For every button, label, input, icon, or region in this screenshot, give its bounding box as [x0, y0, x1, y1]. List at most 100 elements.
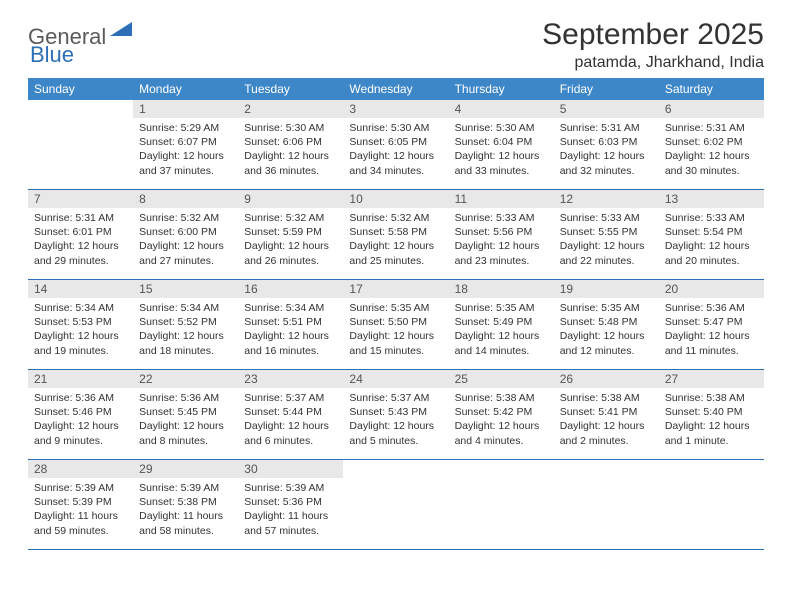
sunrise-line: Sunrise: 5:33 AM	[560, 212, 640, 224]
day-detail-cell: Sunrise: 5:32 AMSunset: 6:00 PMDaylight:…	[133, 208, 238, 280]
sunrise-line: Sunrise: 5:37 AM	[244, 392, 324, 404]
sunrise-line: Sunrise: 5:35 AM	[349, 302, 429, 314]
sunrise-line: Sunrise: 5:33 AM	[665, 212, 745, 224]
day-detail-cell: Sunrise: 5:38 AMSunset: 5:42 PMDaylight:…	[449, 388, 554, 460]
daylight-line: Daylight: 12 hours and 37 minutes.	[139, 150, 224, 176]
brand-part2: Blue	[30, 42, 74, 68]
sunrise-line: Sunrise: 5:32 AM	[139, 212, 219, 224]
daylight-line: Daylight: 12 hours and 14 minutes.	[455, 330, 540, 356]
day-number-cell: 26	[554, 370, 659, 389]
col-mon: Monday	[133, 78, 238, 100]
day-detail-cell	[659, 478, 764, 550]
day-number-cell: 20	[659, 280, 764, 299]
sunset-line: Sunset: 5:49 PM	[455, 316, 533, 328]
day-number-cell: 7	[28, 190, 133, 209]
sunset-line: Sunset: 5:50 PM	[349, 316, 427, 328]
month-title: September 2025	[542, 18, 764, 52]
sunrise-line: Sunrise: 5:37 AM	[349, 392, 429, 404]
sunrise-line: Sunrise: 5:35 AM	[560, 302, 640, 314]
day-number-cell: 23	[238, 370, 343, 389]
day-number-cell: 11	[449, 190, 554, 209]
day-number-cell: 22	[133, 370, 238, 389]
day-number-row: 282930	[28, 460, 764, 479]
sunrise-line: Sunrise: 5:30 AM	[349, 122, 429, 134]
sunset-line: Sunset: 6:05 PM	[349, 136, 427, 148]
sunset-line: Sunset: 5:46 PM	[34, 406, 112, 418]
sunset-line: Sunset: 6:07 PM	[139, 136, 217, 148]
day-number-cell: 6	[659, 100, 764, 118]
day-number-cell	[28, 100, 133, 118]
sunset-line: Sunset: 5:53 PM	[34, 316, 112, 328]
day-number-cell: 30	[238, 460, 343, 479]
daylight-line: Daylight: 12 hours and 15 minutes.	[349, 330, 434, 356]
daylight-line: Daylight: 12 hours and 26 minutes.	[244, 240, 329, 266]
day-number-row: 21222324252627	[28, 370, 764, 389]
col-wed: Wednesday	[343, 78, 448, 100]
sunset-line: Sunset: 5:40 PM	[665, 406, 743, 418]
sunrise-line: Sunrise: 5:38 AM	[665, 392, 745, 404]
day-detail-cell: Sunrise: 5:33 AMSunset: 5:54 PMDaylight:…	[659, 208, 764, 280]
sunrise-line: Sunrise: 5:36 AM	[665, 302, 745, 314]
sunrise-line: Sunrise: 5:29 AM	[139, 122, 219, 134]
header: General September 2025 patamda, Jharkhan…	[28, 18, 764, 72]
daylight-line: Daylight: 12 hours and 25 minutes.	[349, 240, 434, 266]
sunrise-line: Sunrise: 5:33 AM	[455, 212, 535, 224]
day-detail-cell: Sunrise: 5:30 AMSunset: 6:05 PMDaylight:…	[343, 118, 448, 190]
sunset-line: Sunset: 6:03 PM	[560, 136, 638, 148]
day-number-cell: 16	[238, 280, 343, 299]
day-number-cell: 8	[133, 190, 238, 209]
sunset-line: Sunset: 6:06 PM	[244, 136, 322, 148]
day-number-cell: 25	[449, 370, 554, 389]
col-sun: Sunday	[28, 78, 133, 100]
daylight-line: Daylight: 12 hours and 19 minutes.	[34, 330, 119, 356]
daylight-line: Daylight: 12 hours and 27 minutes.	[139, 240, 224, 266]
calendar-table: Sunday Monday Tuesday Wednesday Thursday…	[28, 78, 764, 550]
sunset-line: Sunset: 5:45 PM	[139, 406, 217, 418]
day-detail-cell: Sunrise: 5:33 AMSunset: 5:56 PMDaylight:…	[449, 208, 554, 280]
sunrise-line: Sunrise: 5:30 AM	[455, 122, 535, 134]
sunrise-line: Sunrise: 5:34 AM	[244, 302, 324, 314]
day-number-cell: 12	[554, 190, 659, 209]
day-detail-row: Sunrise: 5:34 AM Sunset: 5:53 PM Daylight:…	[28, 298, 764, 370]
daylight-line: Daylight: 12 hours and 6 minutes.	[244, 420, 329, 446]
day-detail-cell: Sunrise: 5:34 AMSunset: 5:52 PMDaylight:…	[133, 298, 238, 370]
col-tue: Tuesday	[238, 78, 343, 100]
sunset-line: Sunset: 5:51 PM	[244, 316, 322, 328]
day-number-cell: 29	[133, 460, 238, 479]
day-detail-cell: Sunrise: 5:30 AMSunset: 6:06 PMDaylight:…	[238, 118, 343, 190]
sunrise-line: Sunrise: 5:34 AM	[139, 302, 219, 314]
day-number-cell: 14	[28, 280, 133, 299]
day-detail-cell: Sunrise: 5:31 AMSunset: 6:03 PMDaylight:…	[554, 118, 659, 190]
col-sat: Saturday	[659, 78, 764, 100]
day-detail-cell: Sunrise: 5:31 AMSunset: 6:01 PMDaylight:…	[28, 208, 133, 280]
day-number-row: 78910111213	[28, 190, 764, 209]
sunrise-line: Sunrise: 5:31 AM	[34, 212, 114, 224]
day-number-cell: 13	[659, 190, 764, 209]
daylight-line: Daylight: 12 hours and 32 minutes.	[560, 150, 645, 176]
day-detail-cell: Sunrise: 5:35 AMSunset: 5:48 PMDaylight:…	[554, 298, 659, 370]
day-detail-cell: Sunrise: 5:37 AMSunset: 5:43 PMDaylight:…	[343, 388, 448, 460]
daylight-line: Daylight: 12 hours and 23 minutes.	[455, 240, 540, 266]
day-detail-row: Sunrise: 5:39 AMSunset: 5:39 PMDaylight:…	[28, 478, 764, 550]
calendar-page: General September 2025 patamda, Jharkhan…	[0, 0, 792, 612]
daylight-line: Daylight: 12 hours and 16 minutes.	[244, 330, 329, 356]
sunset-line: Sunset: 5:59 PM	[244, 226, 322, 238]
day-detail-cell: Sunrise: 5:32 AMSunset: 5:58 PMDaylight:…	[343, 208, 448, 280]
daylight-line: Daylight: 11 hours and 58 minutes.	[139, 510, 223, 536]
sunrise-line: Sunrise: 5:36 AM	[34, 392, 114, 404]
daylight-line: Daylight: 12 hours and 2 minutes.	[560, 420, 645, 446]
sunset-line: Sunset: 6:02 PM	[665, 136, 743, 148]
day-detail-cell: Sunrise: 5:39 AMSunset: 5:39 PMDaylight:…	[28, 478, 133, 550]
calendar-body: 123456 Sunrise: 5:29 AMSunset: 6:07 PMDa…	[28, 100, 764, 550]
day-number-cell: 3	[343, 100, 448, 118]
day-detail-cell: Sunrise: 5:38 AMSunset: 5:41 PMDaylight:…	[554, 388, 659, 460]
daylight-line: Daylight: 12 hours and 5 minutes.	[349, 420, 434, 446]
daylight-line: Daylight: 12 hours and 4 minutes.	[455, 420, 540, 446]
day-number-row: 14151617181920	[28, 280, 764, 299]
daylight-line: Daylight: 12 hours and 12 minutes.	[560, 330, 645, 356]
daylight-line: Daylight: 12 hours and 11 minutes.	[665, 330, 750, 356]
day-detail-cell: Sunrise: 5:38 AMSunset: 5:40 PMDaylight:…	[659, 388, 764, 460]
sunset-line: Sunset: 5:55 PM	[560, 226, 638, 238]
sunset-line: Sunset: 5:52 PM	[139, 316, 217, 328]
sunset-line: Sunset: 5:42 PM	[455, 406, 533, 418]
